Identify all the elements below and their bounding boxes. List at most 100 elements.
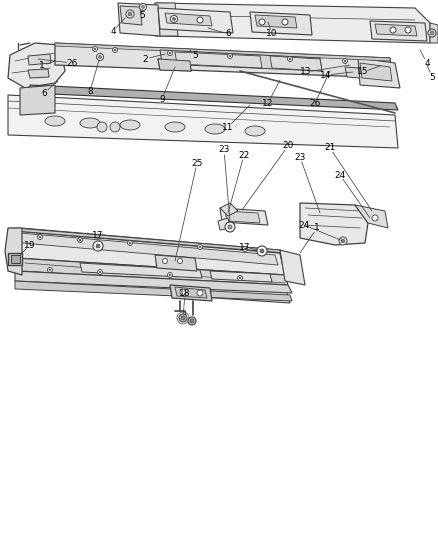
Circle shape — [181, 316, 185, 320]
Text: 1: 1 — [314, 223, 320, 232]
Circle shape — [170, 15, 177, 22]
Circle shape — [127, 240, 133, 246]
Polygon shape — [15, 228, 285, 253]
Polygon shape — [250, 12, 312, 35]
Text: 10: 10 — [266, 29, 278, 38]
Polygon shape — [20, 233, 278, 265]
Text: 19: 19 — [24, 240, 36, 249]
Polygon shape — [120, 6, 142, 25]
Polygon shape — [158, 8, 233, 33]
Circle shape — [93, 241, 103, 251]
Ellipse shape — [120, 120, 140, 130]
Text: 21: 21 — [324, 143, 336, 152]
Circle shape — [289, 58, 291, 60]
Circle shape — [225, 222, 235, 232]
Text: 17: 17 — [92, 231, 104, 240]
Polygon shape — [11, 255, 20, 263]
Ellipse shape — [80, 118, 100, 128]
Circle shape — [99, 55, 102, 59]
Circle shape — [405, 27, 411, 33]
Circle shape — [139, 4, 146, 11]
Polygon shape — [155, 255, 197, 271]
Polygon shape — [255, 15, 297, 28]
Polygon shape — [175, 52, 262, 68]
Polygon shape — [220, 203, 238, 216]
Text: 22: 22 — [238, 150, 250, 159]
Text: 17: 17 — [239, 243, 251, 252]
Polygon shape — [8, 253, 22, 265]
Circle shape — [199, 246, 201, 248]
Text: 1: 1 — [39, 61, 45, 70]
Text: 23: 23 — [218, 146, 230, 155]
Circle shape — [180, 289, 186, 295]
Circle shape — [237, 276, 243, 280]
Polygon shape — [158, 59, 191, 71]
Circle shape — [229, 55, 231, 57]
Polygon shape — [15, 258, 288, 285]
Circle shape — [129, 242, 131, 244]
Text: 25: 25 — [191, 158, 203, 167]
Text: 2: 2 — [142, 54, 148, 63]
Circle shape — [79, 239, 81, 241]
Polygon shape — [355, 205, 388, 228]
Polygon shape — [55, 43, 392, 78]
Circle shape — [177, 259, 183, 263]
Circle shape — [167, 51, 173, 55]
Circle shape — [244, 248, 246, 250]
Text: 6: 6 — [41, 88, 47, 98]
Polygon shape — [225, 211, 260, 223]
Polygon shape — [15, 281, 292, 301]
Polygon shape — [8, 43, 65, 88]
Circle shape — [141, 5, 145, 9]
Circle shape — [239, 277, 241, 279]
Text: 23: 23 — [294, 152, 306, 161]
Circle shape — [372, 215, 378, 221]
Circle shape — [282, 19, 288, 25]
Polygon shape — [55, 43, 390, 61]
Circle shape — [173, 18, 176, 20]
Polygon shape — [15, 231, 285, 275]
Polygon shape — [370, 21, 427, 41]
Polygon shape — [28, 69, 49, 78]
Polygon shape — [280, 250, 305, 285]
Circle shape — [92, 46, 98, 52]
Circle shape — [197, 290, 203, 296]
Polygon shape — [358, 58, 400, 88]
Circle shape — [339, 237, 347, 245]
Circle shape — [78, 238, 82, 243]
Circle shape — [260, 249, 264, 253]
Circle shape — [99, 271, 101, 273]
Ellipse shape — [165, 122, 185, 132]
Circle shape — [343, 59, 347, 63]
Polygon shape — [218, 218, 230, 230]
Circle shape — [390, 27, 396, 33]
Polygon shape — [360, 63, 392, 81]
Circle shape — [167, 272, 173, 278]
Polygon shape — [345, 67, 360, 78]
Text: 6: 6 — [225, 29, 231, 38]
Text: 14: 14 — [320, 70, 332, 79]
Text: 8: 8 — [87, 86, 93, 95]
Circle shape — [197, 17, 203, 23]
Circle shape — [228, 225, 232, 229]
Text: 26: 26 — [309, 99, 321, 108]
Polygon shape — [22, 255, 290, 303]
Ellipse shape — [205, 124, 225, 134]
Text: 24: 24 — [298, 221, 310, 230]
Polygon shape — [430, 23, 438, 43]
Circle shape — [257, 246, 267, 256]
Circle shape — [259, 19, 265, 25]
Circle shape — [344, 60, 346, 62]
Circle shape — [341, 239, 345, 243]
Circle shape — [188, 317, 196, 325]
Circle shape — [47, 268, 53, 272]
Circle shape — [179, 314, 187, 322]
Polygon shape — [210, 271, 272, 282]
Polygon shape — [175, 287, 207, 298]
Polygon shape — [270, 56, 322, 71]
Circle shape — [39, 236, 41, 238]
Circle shape — [114, 49, 116, 51]
Circle shape — [94, 48, 96, 50]
Circle shape — [287, 56, 293, 61]
Polygon shape — [22, 228, 282, 263]
